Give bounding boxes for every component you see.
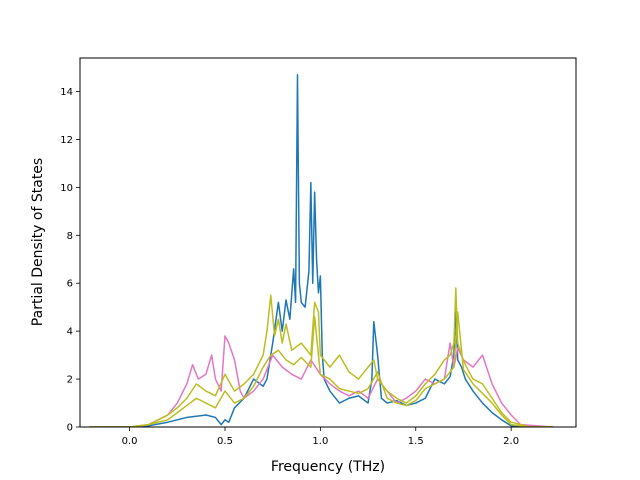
plot-frame: [79, 57, 577, 428]
series-layer: [89, 74, 554, 427]
series-line-3: [89, 287, 554, 427]
series-line-1: [89, 74, 554, 427]
y-axis-ticks: 0 2 4 6 8 10 12 14: [60, 87, 80, 434]
y-tick-label: 12: [60, 135, 73, 146]
x-axis-ticks: 0.0 0.5 1.0 1.5 2.0: [122, 427, 519, 447]
x-tick-label: 0.5: [217, 436, 233, 447]
y-axis-label: Partial Density of States: [30, 158, 46, 326]
y-tick-label: 8: [67, 231, 73, 242]
x-tick-label: 1.5: [408, 436, 424, 447]
y-tick-label: 14: [60, 87, 73, 98]
x-tick-label: 2.0: [503, 436, 519, 447]
x-tick-label: 1.0: [312, 436, 328, 447]
y-tick-label: 10: [60, 183, 73, 194]
series-line-4: [89, 311, 554, 427]
y-tick-label: 0: [67, 423, 73, 434]
x-axis-label: Frequency (THz): [271, 459, 385, 475]
y-tick-label: 4: [67, 327, 73, 338]
y-tick-label: 6: [67, 279, 73, 290]
x-tick-label: 0.0: [122, 436, 138, 447]
y-tick-label: 2: [67, 375, 73, 386]
